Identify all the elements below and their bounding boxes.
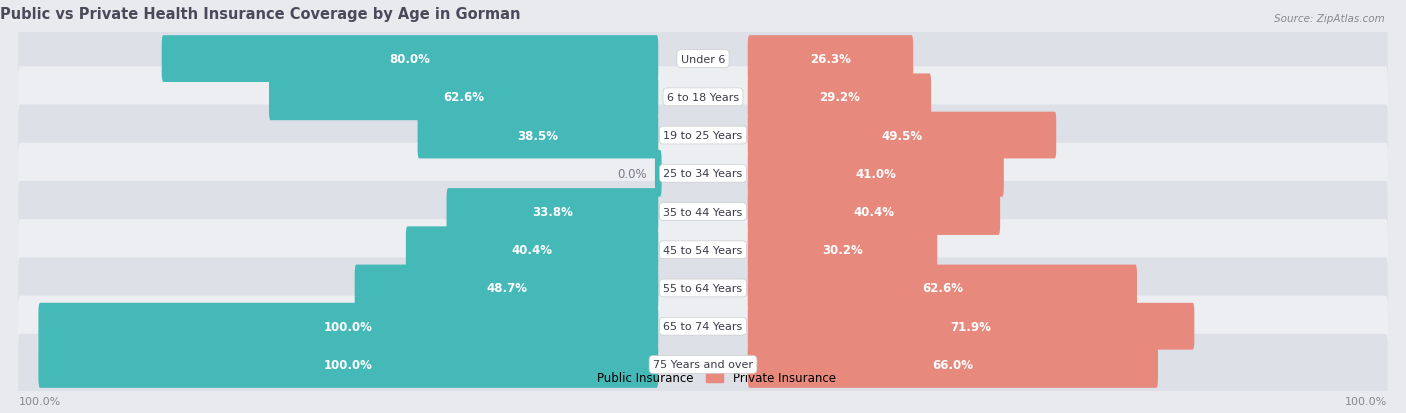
FancyBboxPatch shape <box>748 150 1004 197</box>
Text: 40.4%: 40.4% <box>512 244 553 256</box>
FancyBboxPatch shape <box>38 303 658 350</box>
Text: 62.6%: 62.6% <box>443 91 484 104</box>
FancyBboxPatch shape <box>655 150 662 197</box>
FancyBboxPatch shape <box>748 227 938 273</box>
FancyBboxPatch shape <box>18 296 1388 357</box>
FancyBboxPatch shape <box>748 303 1194 350</box>
FancyBboxPatch shape <box>18 258 1388 319</box>
Text: 0.0%: 0.0% <box>617 167 647 180</box>
FancyBboxPatch shape <box>418 112 658 159</box>
Text: 35 to 44 Years: 35 to 44 Years <box>664 207 742 217</box>
FancyBboxPatch shape <box>748 74 931 121</box>
Text: 40.4%: 40.4% <box>853 206 894 218</box>
FancyBboxPatch shape <box>447 189 658 235</box>
FancyBboxPatch shape <box>18 143 1388 204</box>
Text: 38.5%: 38.5% <box>517 129 558 142</box>
Text: 71.9%: 71.9% <box>950 320 991 333</box>
Text: 80.0%: 80.0% <box>389 53 430 66</box>
FancyBboxPatch shape <box>354 265 658 312</box>
FancyBboxPatch shape <box>162 36 658 83</box>
Text: 30.2%: 30.2% <box>823 244 863 256</box>
FancyBboxPatch shape <box>18 105 1388 166</box>
Text: 29.2%: 29.2% <box>818 91 860 104</box>
Text: 45 to 54 Years: 45 to 54 Years <box>664 245 742 255</box>
Text: Public vs Private Health Insurance Coverage by Age in Gorman: Public vs Private Health Insurance Cover… <box>0 7 520 22</box>
FancyBboxPatch shape <box>748 36 914 83</box>
FancyBboxPatch shape <box>38 341 658 388</box>
Text: 26.3%: 26.3% <box>810 53 851 66</box>
Text: 41.0%: 41.0% <box>855 167 896 180</box>
FancyBboxPatch shape <box>748 112 1056 159</box>
FancyBboxPatch shape <box>748 341 1159 388</box>
FancyBboxPatch shape <box>18 334 1388 395</box>
Text: 19 to 25 Years: 19 to 25 Years <box>664 131 742 141</box>
FancyBboxPatch shape <box>18 29 1388 90</box>
Text: Under 6: Under 6 <box>681 55 725 64</box>
Text: 75 Years and over: 75 Years and over <box>652 360 754 370</box>
FancyBboxPatch shape <box>406 227 658 273</box>
Legend: Public Insurance, Private Insurance: Public Insurance, Private Insurance <box>565 367 841 389</box>
Text: 25 to 34 Years: 25 to 34 Years <box>664 169 742 179</box>
FancyBboxPatch shape <box>748 189 1000 235</box>
Text: 6 to 18 Years: 6 to 18 Years <box>666 93 740 102</box>
Text: Source: ZipAtlas.com: Source: ZipAtlas.com <box>1274 14 1385 24</box>
Text: 62.6%: 62.6% <box>922 282 963 295</box>
FancyBboxPatch shape <box>18 67 1388 128</box>
Text: 65 to 74 Years: 65 to 74 Years <box>664 321 742 331</box>
Text: 33.8%: 33.8% <box>531 206 572 218</box>
Text: 49.5%: 49.5% <box>882 129 922 142</box>
FancyBboxPatch shape <box>18 181 1388 242</box>
Text: 48.7%: 48.7% <box>486 282 527 295</box>
Text: 100.0%: 100.0% <box>323 320 373 333</box>
FancyBboxPatch shape <box>748 265 1137 312</box>
FancyBboxPatch shape <box>269 74 658 121</box>
FancyBboxPatch shape <box>18 220 1388 281</box>
Text: 100.0%: 100.0% <box>323 358 373 371</box>
Text: 66.0%: 66.0% <box>932 358 973 371</box>
Text: 55 to 64 Years: 55 to 64 Years <box>664 283 742 293</box>
